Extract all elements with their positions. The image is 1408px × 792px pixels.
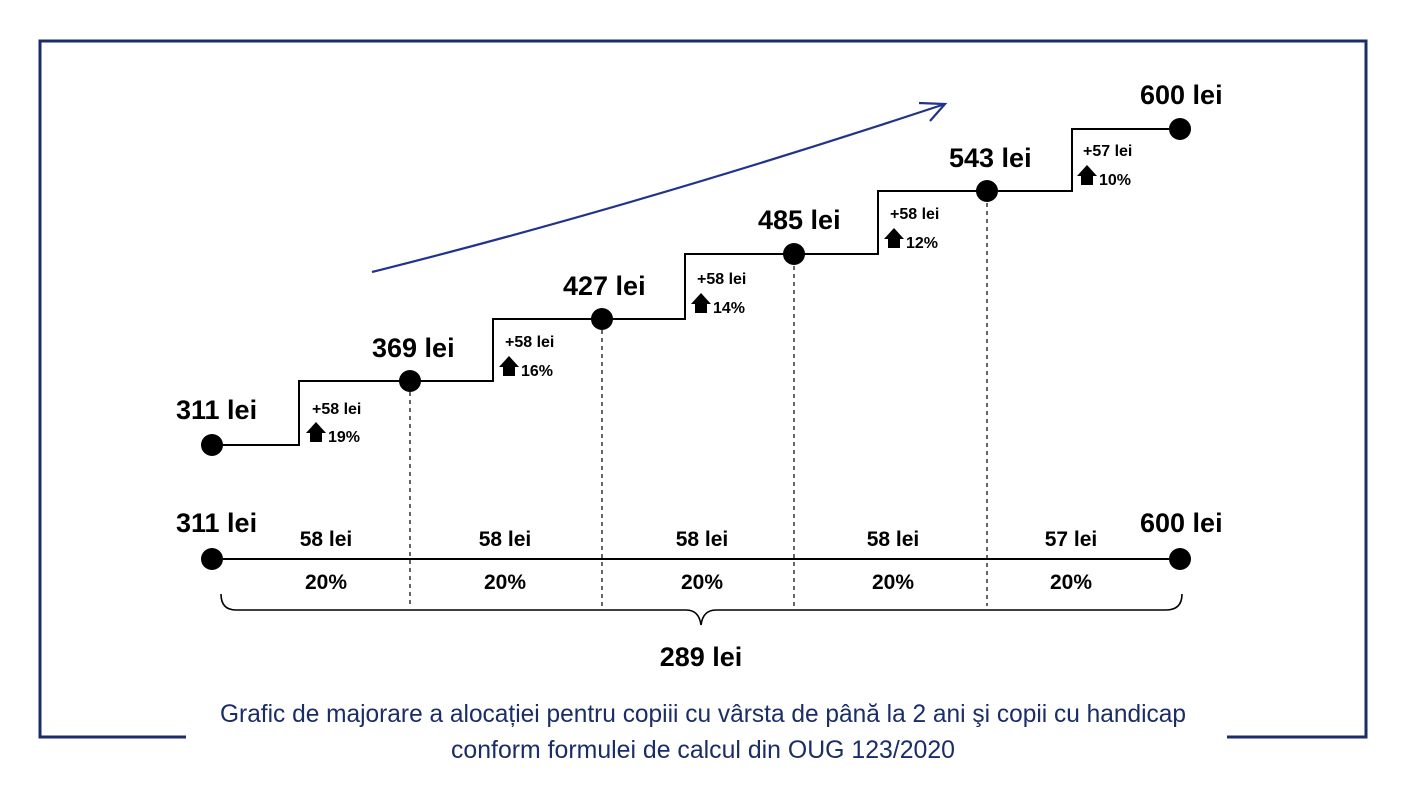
timeline-segment-3: 58 lei 20% (676, 528, 729, 594)
staircase-nodes (201, 118, 1191, 456)
up-arrow-icon (499, 356, 519, 376)
staircase-node (201, 434, 223, 456)
timeline-segment-4: 58 lei 20% (867, 528, 920, 594)
staircase-line (212, 128, 1180, 446)
trend-arrow-icon (371, 101, 948, 274)
step-value-label: 485 lei (758, 205, 841, 235)
timeline-start-node (201, 548, 223, 570)
step-value-label: 600 lei (1140, 80, 1223, 110)
increment-label: +58 lei (505, 334, 554, 351)
curly-brace-icon (220, 593, 1183, 626)
timeline-segment-1: 58 lei 20% (300, 528, 353, 594)
timeline-segment-2: 58 lei 20% (479, 528, 532, 594)
diagram-caption: Grafic de majorare a alocației pentru co… (220, 700, 1186, 764)
timeline-segment-5: 57 lei 20% (1045, 528, 1098, 594)
staircase-node (1169, 118, 1191, 140)
staircase-node (976, 180, 998, 202)
segment-share: 20% (484, 571, 526, 594)
increment-label: +58 lei (697, 271, 746, 288)
segment-amount: 57 lei (1045, 528, 1098, 551)
timeline-end-node (1169, 548, 1191, 570)
step-increment-1: +58 lei 19% (306, 401, 361, 446)
percent-label: 12% (906, 235, 938, 252)
up-arrow-icon (1077, 165, 1097, 185)
percent-label: 19% (328, 429, 360, 446)
staircase-node (399, 370, 421, 392)
segment-amount: 58 lei (676, 528, 729, 551)
step-value-label: 543 lei (949, 143, 1032, 173)
segment-amount: 58 lei (479, 528, 532, 551)
total-brace: 289 lei (220, 593, 1183, 672)
step-value-label: 427 lei (563, 271, 646, 301)
up-arrow-icon (306, 422, 326, 442)
staircase-node (591, 308, 613, 330)
frame-border (38, 39, 1368, 739)
up-arrow-icon (884, 228, 904, 248)
step-increment-5: +57 lei 10% (1077, 143, 1132, 189)
caption-line-2: conform formulei de calcul din OUG 123/2… (451, 736, 955, 764)
timeline-start-label: 311 lei (176, 508, 257, 538)
increment-label: +58 lei (890, 206, 939, 223)
up-arrow-icon (691, 293, 711, 313)
segment-share: 20% (1050, 571, 1092, 594)
timeline: 311 lei 600 lei 58 lei 20% 58 lei 20% 58… (176, 508, 1223, 594)
percent-label: 14% (713, 300, 745, 317)
segment-share: 20% (681, 571, 723, 594)
segment-share: 20% (872, 571, 914, 594)
segment-share: 20% (305, 571, 347, 594)
caption-line-1: Grafic de majorare a alocației pentru co… (220, 700, 1186, 728)
step-increment-2: +58 lei 16% (499, 334, 554, 380)
timeline-end-label: 600 lei (1140, 508, 1223, 538)
staircase-node (783, 243, 805, 265)
dashed-dividers (409, 203, 988, 606)
increment-label: +57 lei (1083, 143, 1132, 160)
step-increment-3: +58 lei 14% (691, 271, 746, 317)
step-value-label: 369 lei (372, 333, 455, 363)
step-value-label: 311 lei (176, 395, 257, 425)
segment-amount: 58 lei (867, 528, 920, 551)
percent-label: 16% (521, 363, 553, 380)
segment-amount: 58 lei (300, 528, 353, 551)
staircase-value-labels: 311 lei 369 lei 427 lei 485 lei 543 lei … (176, 80, 1223, 425)
percent-label: 10% (1099, 172, 1131, 189)
step-increment-labels: +58 lei 19% +58 lei 16% +58 lei 14% +58 … (306, 143, 1132, 446)
total-label: 289 lei (660, 642, 743, 672)
step-increment-4: +58 lei 12% (884, 206, 939, 252)
increment-label: +58 lei (312, 401, 361, 418)
